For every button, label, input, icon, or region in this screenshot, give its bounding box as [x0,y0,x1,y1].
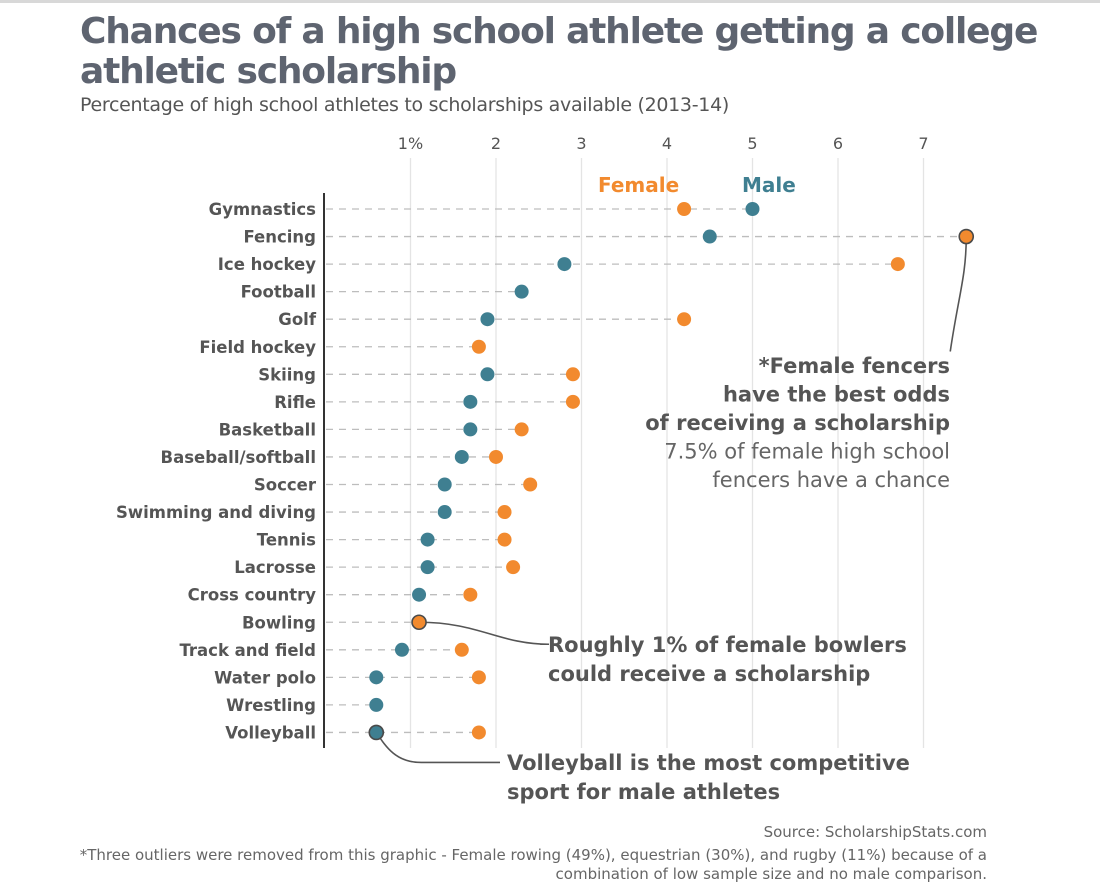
male-point [420,560,435,575]
annotations: *Female fencers have the best odds of rece… [507,354,950,804]
row-label: Rifle [274,393,316,412]
male-point [369,670,384,685]
female-point [677,312,692,327]
chart-title: Chances of a high school athlete getting… [80,11,1038,92]
female-point [471,339,486,354]
female-point [565,367,580,382]
bowling-annotation-bold-line: could receive a scholarship [548,662,870,686]
row-label: Water polo [214,668,316,687]
male-point [454,449,469,464]
gridlines [409,158,925,748]
fencing-annotation-bold-line: have the best odds [723,383,950,407]
female-point [497,532,512,547]
male-point [412,587,427,602]
male-point [394,642,409,657]
chart-subtitle: Percentage of high school athletes to sc… [80,94,729,116]
female-point [471,725,486,740]
female-point [454,642,469,657]
female-point [890,257,905,272]
row-label: Tennis [257,531,316,550]
female-point [471,670,486,685]
row-label: Soccer [254,476,317,495]
fencing-annotation-bold-line: of receiving a scholarship [645,411,950,435]
female-point [497,505,512,520]
female-point [677,202,692,216]
row-label: Gymnastics [209,200,317,219]
female-point [489,449,503,464]
fencing-annotation-bold-line: *Female fencers [759,354,950,378]
male-point [514,284,529,299]
x-tick-label: 4 [662,134,672,153]
female-point [514,422,529,437]
footnote: *Three outliers were removed from this g… [79,846,987,883]
x-tick-label: 3 [576,134,586,153]
row-label: Field hockey [199,338,316,357]
female-point [411,614,427,631]
row-label: Swimming and diving [116,503,316,522]
row-label: Volleyball [225,723,316,742]
bowling-annotation-bold-line: Roughly 1% of female bowlers [548,633,907,657]
bowling-connector [419,621,550,646]
male-point [437,477,452,492]
row-label: Skiing [258,365,316,384]
row-label: Wrestling [226,696,316,715]
legend-male: Male [742,173,796,197]
x-tick-label: 5 [747,134,757,153]
female-point [506,560,521,575]
male-point [420,532,435,547]
volleyball-annotation-bold-line: Volleyball is the most competitive [507,751,910,775]
male-point [463,394,478,409]
male-point [702,229,717,244]
male-point [368,724,385,741]
legend: Female Male [598,173,796,197]
male-point [480,312,495,327]
row-label: Cross country [188,586,317,605]
legend-female: Female [598,173,679,197]
male-point [369,697,384,712]
female-point [523,477,538,492]
row-label: Track and field [179,641,316,660]
male-point [557,257,572,272]
row-label: Bowling [242,613,316,632]
rows: Gymnastics Fencing Ice hockey Football Golf F… [116,200,967,742]
row-label: Football [241,283,316,302]
female-point [958,228,975,245]
female-point [463,587,478,602]
fencing-annotation-light-line: 7.5% of female high school [664,440,950,464]
fencing-connector [949,236,968,352]
x-tick-label: 6 [833,134,843,153]
row-label: Basketball [219,420,316,439]
row-label: Lacrosse [234,558,316,577]
volleyball-annotation-bold-line: sport for male athletes [507,780,780,804]
male-point [437,505,452,520]
x-tick-label: 2 [491,134,501,153]
top-border [0,0,1100,3]
male-point [463,422,478,437]
source-note: Source: ScholarshipStats.com [763,823,987,841]
x-tick-label: 7 [918,134,928,153]
row-label: Baseball/softball [161,448,317,467]
male-point [480,367,495,382]
row-label: Ice hockey [218,255,316,274]
x-tick-label: 1% [398,134,423,153]
row-label: Fencing [243,228,316,247]
fencing-annotation-light-line: fencers have a chance [712,468,950,492]
female-point [565,394,580,409]
x-axis-ticks: 1% 2 3 4 5 6 7 [398,134,929,153]
row-label: Golf [278,310,317,329]
data-points [368,202,975,741]
male-point [745,202,760,216]
